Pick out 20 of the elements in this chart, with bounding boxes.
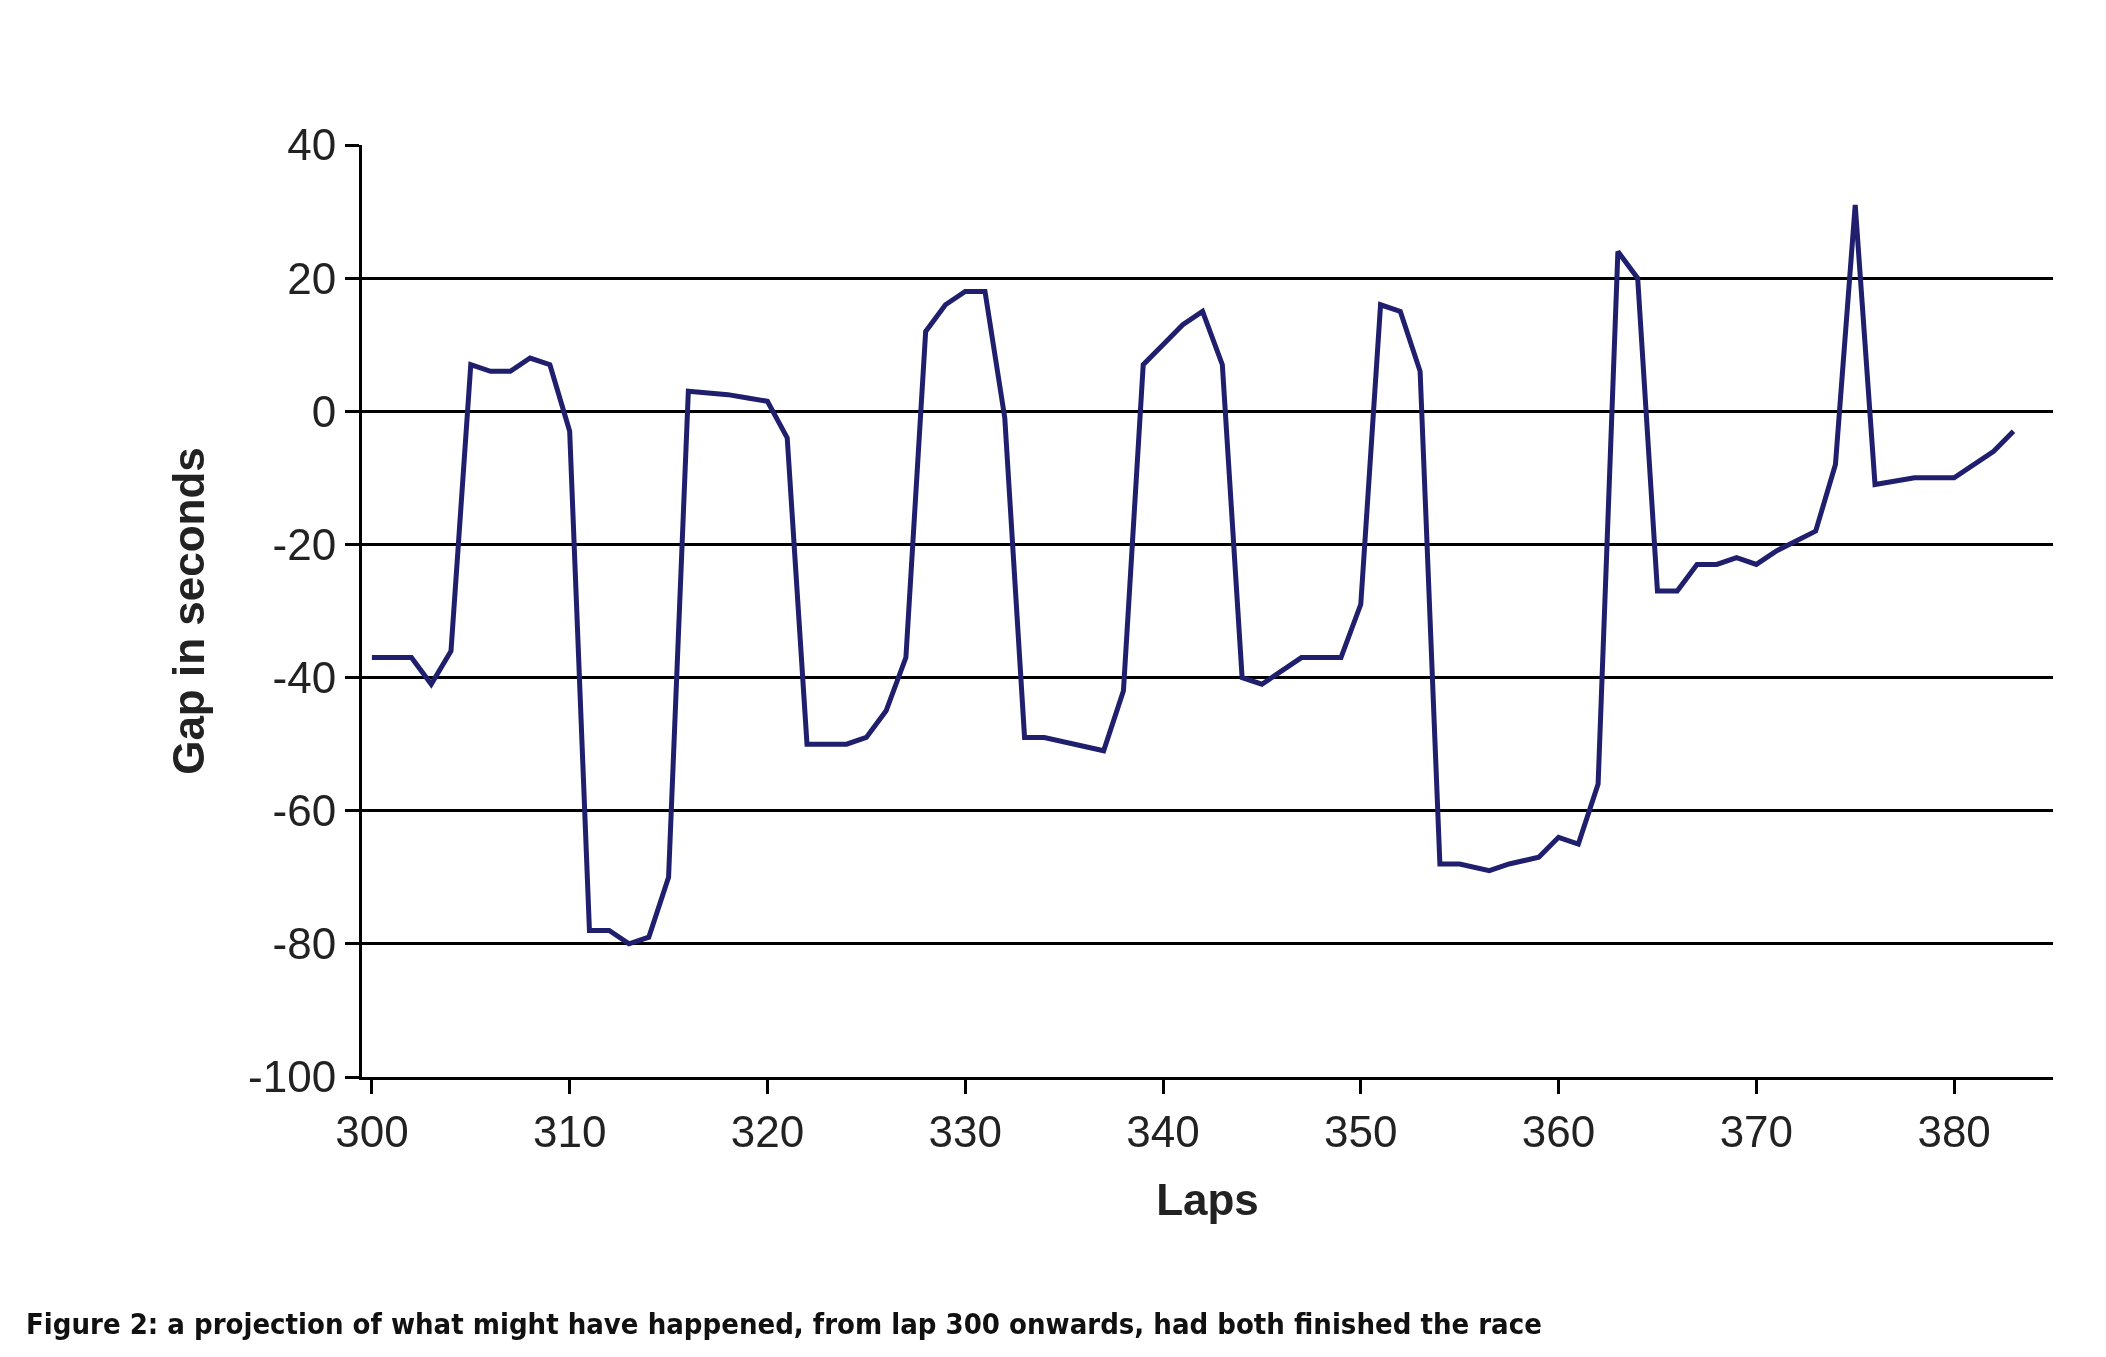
- y-tick-label: -80: [272, 919, 337, 969]
- y-tick-label: 0: [311, 386, 337, 436]
- y-tick-label: -20: [272, 519, 337, 569]
- y-tick-label: 20: [287, 253, 337, 303]
- x-tick-label: 350: [1324, 1106, 1398, 1156]
- x-tick-label: 320: [730, 1106, 805, 1156]
- x-tick-label: 370: [1719, 1106, 1794, 1156]
- x-tick-label: 330: [928, 1106, 1002, 1156]
- caption: Figure 2: a projection of what might have happened, from lap 300 onwards, had both finished the race: [26, 1307, 1542, 1341]
- x-axis-title: Laps: [1156, 1175, 1259, 1225]
- x-tick-label: 380: [1917, 1106, 1991, 1156]
- y-axis-title: Gap in seconds: [164, 447, 214, 775]
- x-tick-label: 300: [335, 1106, 409, 1156]
- x-tick-label: 310: [532, 1106, 607, 1156]
- y-tick-label: -40: [272, 652, 337, 702]
- x-tick-label: 340: [1126, 1106, 1200, 1156]
- y-tick-label: -100: [248, 1052, 337, 1102]
- y-tick-label: 40: [287, 120, 337, 170]
- x-tick-label: 360: [1521, 1106, 1596, 1156]
- y-tick-label: -60: [272, 786, 337, 836]
